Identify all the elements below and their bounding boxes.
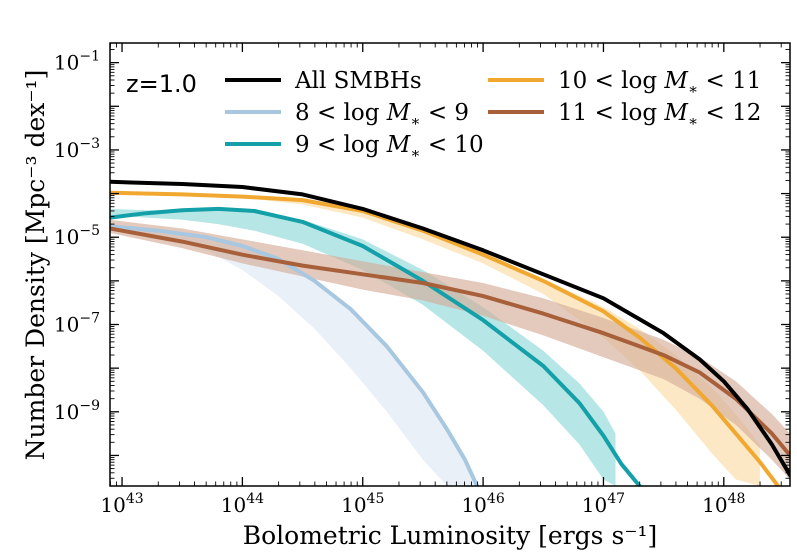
line-series-0 — [110, 179, 790, 478]
redshift-annotation: z=1.0 — [126, 70, 197, 98]
x-tick-label: 1046 — [461, 491, 504, 517]
legend: All SMBHs 8 < log M∗ < 99 < log M∗ < 10 10… — [225, 68, 761, 162]
band-series-1 — [110, 224, 478, 486]
x-tick-label: 1047 — [582, 491, 625, 517]
y-tick-label: 10−9 — [54, 398, 100, 424]
y-tick-label: 10−1 — [54, 49, 100, 75]
y-tick-label: 10−7 — [54, 311, 100, 337]
x-tick-label: 1044 — [221, 491, 264, 517]
y-tick-label: 10−3 — [54, 136, 100, 162]
line-series-3 — [110, 190, 780, 486]
x-axis-title: Bolometric Luminosity [ergs s⁻¹] — [243, 521, 658, 550]
legend-label-all-smbhs: All SMBHs — [294, 68, 422, 94]
plot-frame — [109, 42, 791, 487]
x-tick-label: 1045 — [341, 491, 384, 517]
y-axis-title: Number Density [Mpc⁻³ dex⁻¹] — [21, 70, 50, 461]
legend-label-11-log-m-12: 11 < log M∗ < 12 — [558, 100, 761, 130]
line-series-2 — [110, 206, 642, 486]
legend-label-8-log-m-9: 8 < log M∗ < 9 — [295, 100, 469, 130]
y-tick-label: 10−5 — [54, 223, 100, 249]
legend-label-10-log-m-11: 10 < log M∗ < 11 — [558, 68, 761, 98]
x-tick-label: 1048 — [702, 491, 745, 517]
x-tick-label: 1043 — [100, 491, 143, 517]
legend-label-9-log-m-10: 9 < log M∗ < 10 — [295, 132, 484, 162]
line-series-1 — [110, 224, 480, 486]
line-series-4 — [110, 226, 790, 458]
